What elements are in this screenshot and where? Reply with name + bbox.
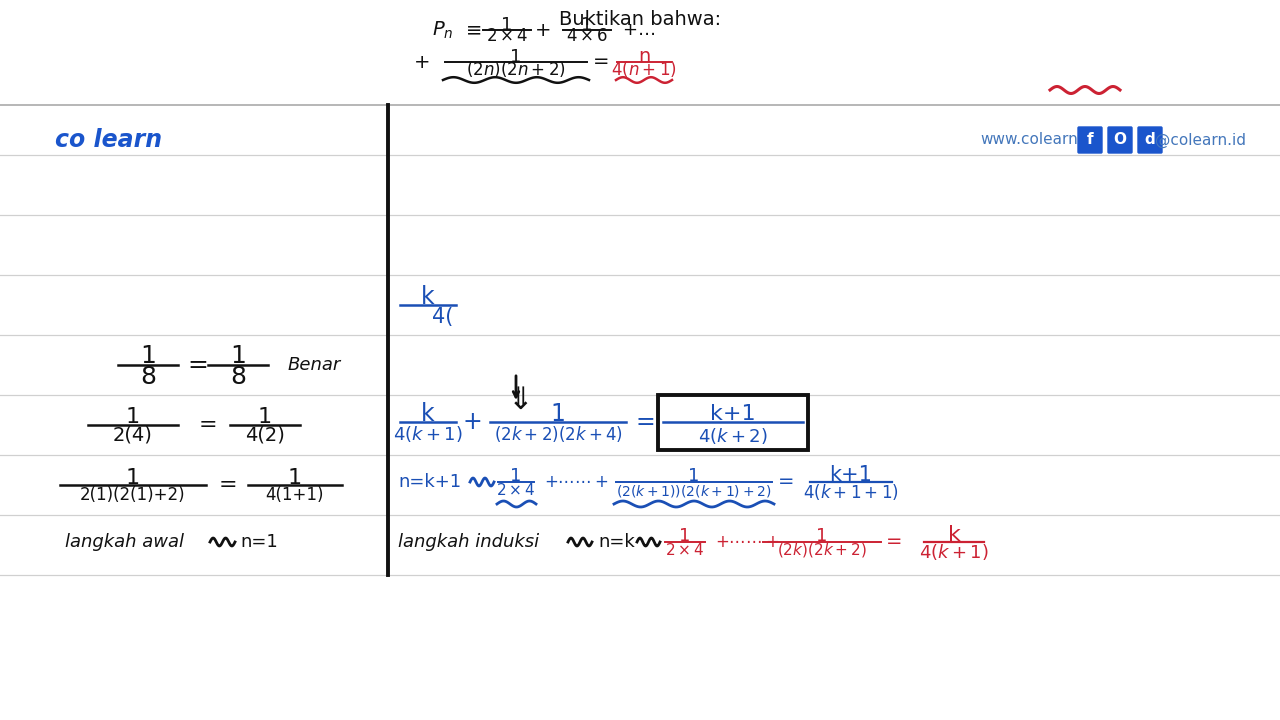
Text: 4(2): 4(2) (244, 426, 285, 444)
Text: k: k (421, 402, 435, 426)
Text: =: = (886, 533, 902, 552)
Text: 1: 1 (680, 527, 691, 545)
Text: $\Downarrow$: $\Downarrow$ (502, 385, 530, 415)
Text: 1: 1 (817, 527, 828, 545)
Text: @colearn.id: @colearn.id (1155, 132, 1245, 148)
Text: k: k (421, 285, 435, 309)
Text: 2(4): 2(4) (113, 426, 152, 444)
Text: n=k: n=k (598, 533, 635, 551)
Text: 1: 1 (125, 407, 140, 427)
Text: $P_n$: $P_n$ (431, 19, 453, 40)
Text: 4(: 4( (433, 307, 453, 327)
Text: $2\times4$: $2\times4$ (497, 482, 535, 498)
Text: n=k+1: n=k+1 (398, 473, 461, 491)
Text: $4(k+1)$: $4(k+1)$ (919, 542, 989, 562)
Text: $+\ldots$: $+\ldots$ (622, 21, 655, 39)
Text: 1: 1 (125, 468, 140, 488)
Text: $(2n)(2n+2)$: $(2n)(2n+2)$ (466, 59, 566, 79)
Text: =: = (198, 415, 218, 435)
Text: $(2k)(2k+2)$: $(2k)(2k+2)$ (777, 541, 867, 559)
Text: $4(k+1+1)$: $4(k+1+1)$ (803, 482, 899, 502)
Text: langkah awal: langkah awal (65, 533, 184, 551)
FancyBboxPatch shape (1078, 127, 1102, 153)
Text: f: f (1087, 132, 1093, 148)
Text: k: k (947, 525, 960, 545)
Text: 1: 1 (230, 344, 246, 368)
Text: +: + (413, 53, 430, 71)
Text: $(2k+2)(2k+4)$: $(2k+2)(2k+4)$ (494, 424, 622, 444)
FancyBboxPatch shape (1138, 127, 1162, 153)
Bar (658, 395, 808, 450)
Text: $4(n+1)$: $4(n+1)$ (611, 59, 677, 79)
Text: $4\times 6$: $4\times 6$ (566, 27, 608, 45)
Text: $(2(k+1))(2(k+1)+2)$: $(2(k+1))(2(k+1)+2)$ (616, 483, 772, 499)
Text: $4(k+1)$: $4(k+1)$ (393, 424, 463, 444)
Text: 1: 1 (511, 48, 522, 66)
Text: =: = (188, 353, 209, 377)
Text: langkah induksi: langkah induksi (398, 533, 539, 551)
Text: =: = (635, 410, 655, 434)
Text: n: n (637, 48, 650, 66)
Text: +: + (535, 20, 552, 40)
Text: =: = (593, 53, 609, 71)
Text: co learn: co learn (55, 128, 163, 152)
Text: 1: 1 (511, 467, 522, 485)
Text: 1: 1 (288, 468, 302, 488)
Text: $2\times 4$: $2\times 4$ (485, 27, 529, 45)
Text: =: = (778, 472, 795, 492)
Text: 1: 1 (581, 16, 593, 34)
Text: $+\cdots\cdots+$: $+\cdots\cdots+$ (716, 533, 780, 551)
Text: d: d (1144, 132, 1156, 148)
Text: www.colearn.id: www.colearn.id (980, 132, 1097, 148)
FancyBboxPatch shape (1108, 127, 1132, 153)
Text: 4(1+1): 4(1+1) (266, 486, 324, 504)
Text: $\equiv$: $\equiv$ (462, 20, 483, 40)
Text: n=1: n=1 (241, 533, 278, 551)
Text: 1: 1 (259, 407, 273, 427)
Text: O: O (1114, 132, 1126, 148)
Text: 1: 1 (550, 402, 566, 426)
Text: =: = (219, 475, 237, 495)
Text: $4(k+2)$: $4(k+2)$ (698, 426, 768, 446)
Text: 8: 8 (230, 365, 246, 389)
Text: k+1: k+1 (710, 404, 755, 424)
Text: $2\times4$: $2\times4$ (666, 542, 704, 558)
Text: 1: 1 (689, 467, 700, 485)
Text: k+1: k+1 (829, 465, 873, 485)
Text: $+\cdots\cdots+$: $+\cdots\cdots+$ (544, 473, 608, 491)
Text: Buktikan bahwa:: Buktikan bahwa: (559, 10, 721, 29)
Text: 1: 1 (502, 16, 513, 34)
Text: Benar: Benar (288, 356, 342, 374)
Text: 2(1)(2(1)+2): 2(1)(2(1)+2) (81, 486, 186, 504)
Text: +: + (462, 410, 481, 434)
Text: 8: 8 (140, 365, 156, 389)
Text: 1: 1 (140, 344, 156, 368)
